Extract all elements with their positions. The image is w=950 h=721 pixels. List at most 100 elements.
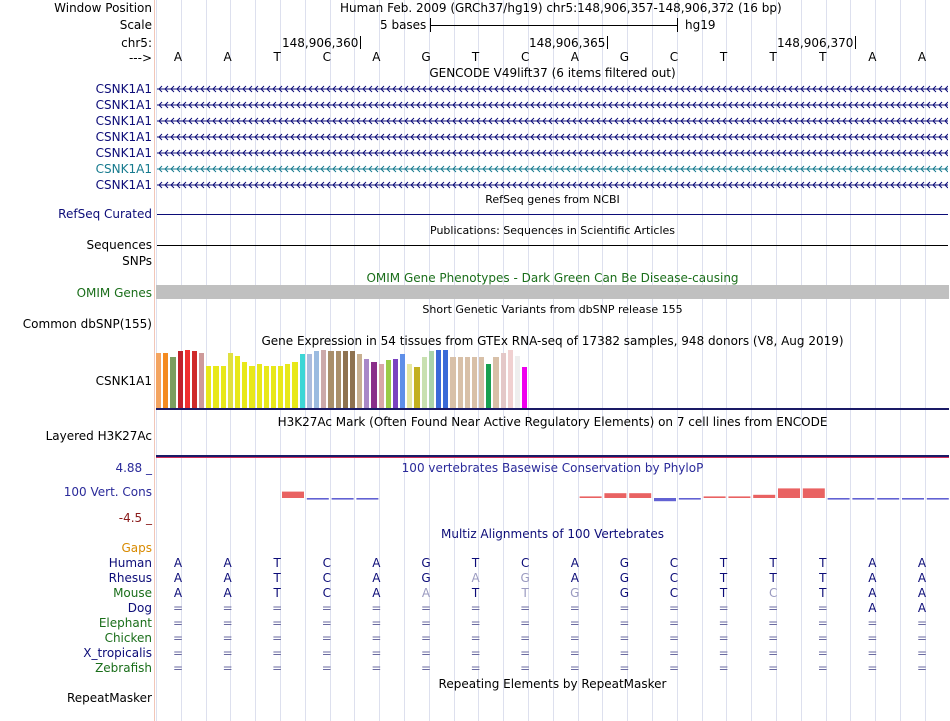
phylop-score-bar[interactable]: [654, 498, 676, 502]
gtex-tissue-bar[interactable]: [385, 360, 391, 408]
phylop-score-bar[interactable]: [778, 488, 800, 498]
gaps-label[interactable]: Gaps: [121, 541, 152, 555]
gtex-title[interactable]: Gene Expression in 54 tissues from GTEx …: [261, 334, 844, 348]
gencode-gene-label[interactable]: CSNK1A1: [95, 130, 152, 144]
gencode-gene-model[interactable]: [157, 99, 948, 111]
repeatmasker-label[interactable]: RepeatMasker: [66, 691, 152, 705]
gencode-gene-label[interactable]: CSNK1A1: [95, 162, 152, 176]
h3k27ac-line[interactable]: [156, 455, 949, 457]
publications-title[interactable]: Publications: Sequences in Scientific Ar…: [430, 224, 675, 237]
gtex-tissue-bar[interactable]: [335, 351, 341, 408]
gtex-tissue-bar[interactable]: [321, 350, 327, 408]
species-label[interactable]: Human: [108, 556, 152, 570]
gtex-tissue-bar[interactable]: [443, 350, 449, 408]
gtex-tissue-bar[interactable]: [184, 350, 190, 408]
gtex-tissue-bar[interactable]: [493, 357, 499, 408]
phylop-title[interactable]: 100 vertebrates Basewise Conservation by…: [401, 461, 704, 475]
gtex-tissue-bar[interactable]: [342, 351, 348, 408]
gtex-tissue-bar[interactable]: [270, 366, 277, 408]
phylop-score-bar[interactable]: [703, 496, 726, 498]
refseq-label[interactable]: RefSeq Curated: [58, 207, 152, 221]
gencode-gene-model[interactable]: [157, 147, 948, 159]
gtex-tissue-bar[interactable]: [292, 362, 298, 408]
phylop-score-bar[interactable]: [282, 491, 304, 498]
phylop-score-bar[interactable]: [827, 498, 850, 500]
phylop-score-bar[interactable]: [877, 498, 900, 500]
gtex-tissue-bar[interactable]: [486, 364, 492, 408]
multiz-title[interactable]: Multiz Alignments of 100 Vertebrates: [440, 527, 665, 541]
gtex-tissue-bar[interactable]: [163, 353, 169, 408]
gencode-gene-label[interactable]: CSNK1A1: [95, 146, 152, 160]
gencode-gene-model[interactable]: [157, 115, 948, 127]
phylop-score-bar[interactable]: [356, 498, 379, 500]
publications-label[interactable]: Sequences: [86, 238, 152, 252]
phylop-score-bar[interactable]: [629, 493, 652, 498]
gencode-title[interactable]: GENCODE V49lift37 (6 items filtered out): [429, 66, 676, 80]
gtex-tissue-bar[interactable]: [199, 353, 205, 408]
gtex-bar-chart[interactable]: [156, 349, 949, 411]
phylop-score-bar[interactable]: [331, 498, 354, 500]
omim-bar[interactable]: [156, 285, 949, 299]
phylop-score-bar[interactable]: [604, 493, 627, 498]
gtex-label[interactable]: CSNK1A1: [95, 374, 152, 388]
gtex-tissue-bar[interactable]: [507, 350, 513, 408]
gencode-gene-label[interactable]: CSNK1A1: [95, 178, 152, 192]
gtex-tissue-bar[interactable]: [371, 362, 377, 408]
gencode-gene-model[interactable]: [157, 131, 948, 143]
gtex-tissue-bar[interactable]: [436, 350, 442, 408]
gtex-tissue-bar[interactable]: [285, 364, 291, 408]
gtex-tissue-bar[interactable]: [234, 356, 241, 408]
gtex-tissue-bar[interactable]: [220, 366, 226, 408]
gtex-tissue-bar[interactable]: [357, 354, 363, 408]
phylop-label[interactable]: 100 Vert. Cons: [63, 485, 152, 499]
omim-label[interactable]: OMIM Genes: [76, 286, 152, 300]
species-label[interactable]: Dog: [127, 601, 152, 615]
publications-line[interactable]: [157, 245, 948, 246]
gencode-gene-label[interactable]: CSNK1A1: [95, 82, 152, 96]
refseq-title[interactable]: RefSeq genes from NCBI: [485, 193, 620, 206]
gtex-tissue-bar[interactable]: [328, 351, 334, 408]
species-label[interactable]: Elephant: [98, 616, 152, 630]
omim-title[interactable]: OMIM Gene Phenotypes - Dark Green Can Be…: [366, 271, 739, 285]
gtex-tissue-bar[interactable]: [306, 354, 312, 408]
phylop-score-bar[interactable]: [678, 498, 701, 500]
h3k27ac-label[interactable]: Layered H3K27Ac: [45, 429, 152, 443]
gtex-tissue-bar[interactable]: [364, 359, 370, 408]
refseq-gene-line[interactable]: [157, 214, 948, 215]
gtex-tissue-bar[interactable]: [500, 353, 506, 408]
gtex-tissue-bar[interactable]: [213, 366, 219, 408]
phylop-score-bar[interactable]: [753, 494, 776, 498]
gtex-tissue-bar[interactable]: [392, 359, 399, 408]
gtex-tissue-bar[interactable]: [249, 366, 255, 408]
gtex-tissue-bar[interactable]: [414, 367, 420, 408]
gtex-tissue-bar[interactable]: [156, 353, 162, 408]
gtex-tissue-bar[interactable]: [177, 351, 183, 408]
gtex-tissue-bar[interactable]: [242, 362, 248, 408]
gtex-tissue-bar[interactable]: [400, 354, 406, 408]
gtex-tissue-bar[interactable]: [206, 366, 212, 408]
gencode-gene-model[interactable]: [157, 83, 948, 95]
gencode-gene-model[interactable]: [157, 163, 948, 175]
gtex-tissue-bar[interactable]: [428, 351, 435, 408]
phylop-score-bar[interactable]: [852, 498, 875, 500]
dbsnp-title[interactable]: Short Genetic Variants from dbSNP releas…: [422, 303, 683, 316]
phylop-score-bar[interactable]: [306, 498, 329, 500]
species-label[interactable]: Mouse: [113, 586, 152, 600]
gtex-tissue-bar[interactable]: [256, 364, 262, 408]
gtex-tissue-bar[interactable]: [227, 353, 233, 408]
species-label[interactable]: Zebrafish: [95, 661, 152, 675]
species-label[interactable]: Rhesus: [108, 571, 152, 585]
h3k27ac-title[interactable]: H3K27Ac Mark (Often Found Near Active Re…: [277, 415, 828, 429]
phylop-score-bar[interactable]: [902, 498, 924, 500]
dbsnp-label[interactable]: Common dbSNP(155): [22, 317, 152, 331]
gtex-tissue-bar[interactable]: [349, 351, 356, 408]
gtex-tissue-bar[interactable]: [299, 354, 305, 408]
gencode-gene-label[interactable]: CSNK1A1: [95, 114, 152, 128]
gtex-tissue-bar[interactable]: [313, 351, 320, 408]
gtex-tissue-bar[interactable]: [407, 364, 413, 408]
gtex-tissue-bar[interactable]: [457, 357, 463, 408]
h3k27ac-line-red[interactable]: [156, 457, 949, 458]
phylop-score-bar[interactable]: [728, 496, 751, 498]
species-label[interactable]: X_tropicalis: [83, 646, 152, 660]
gtex-tissue-bar[interactable]: [464, 357, 470, 408]
